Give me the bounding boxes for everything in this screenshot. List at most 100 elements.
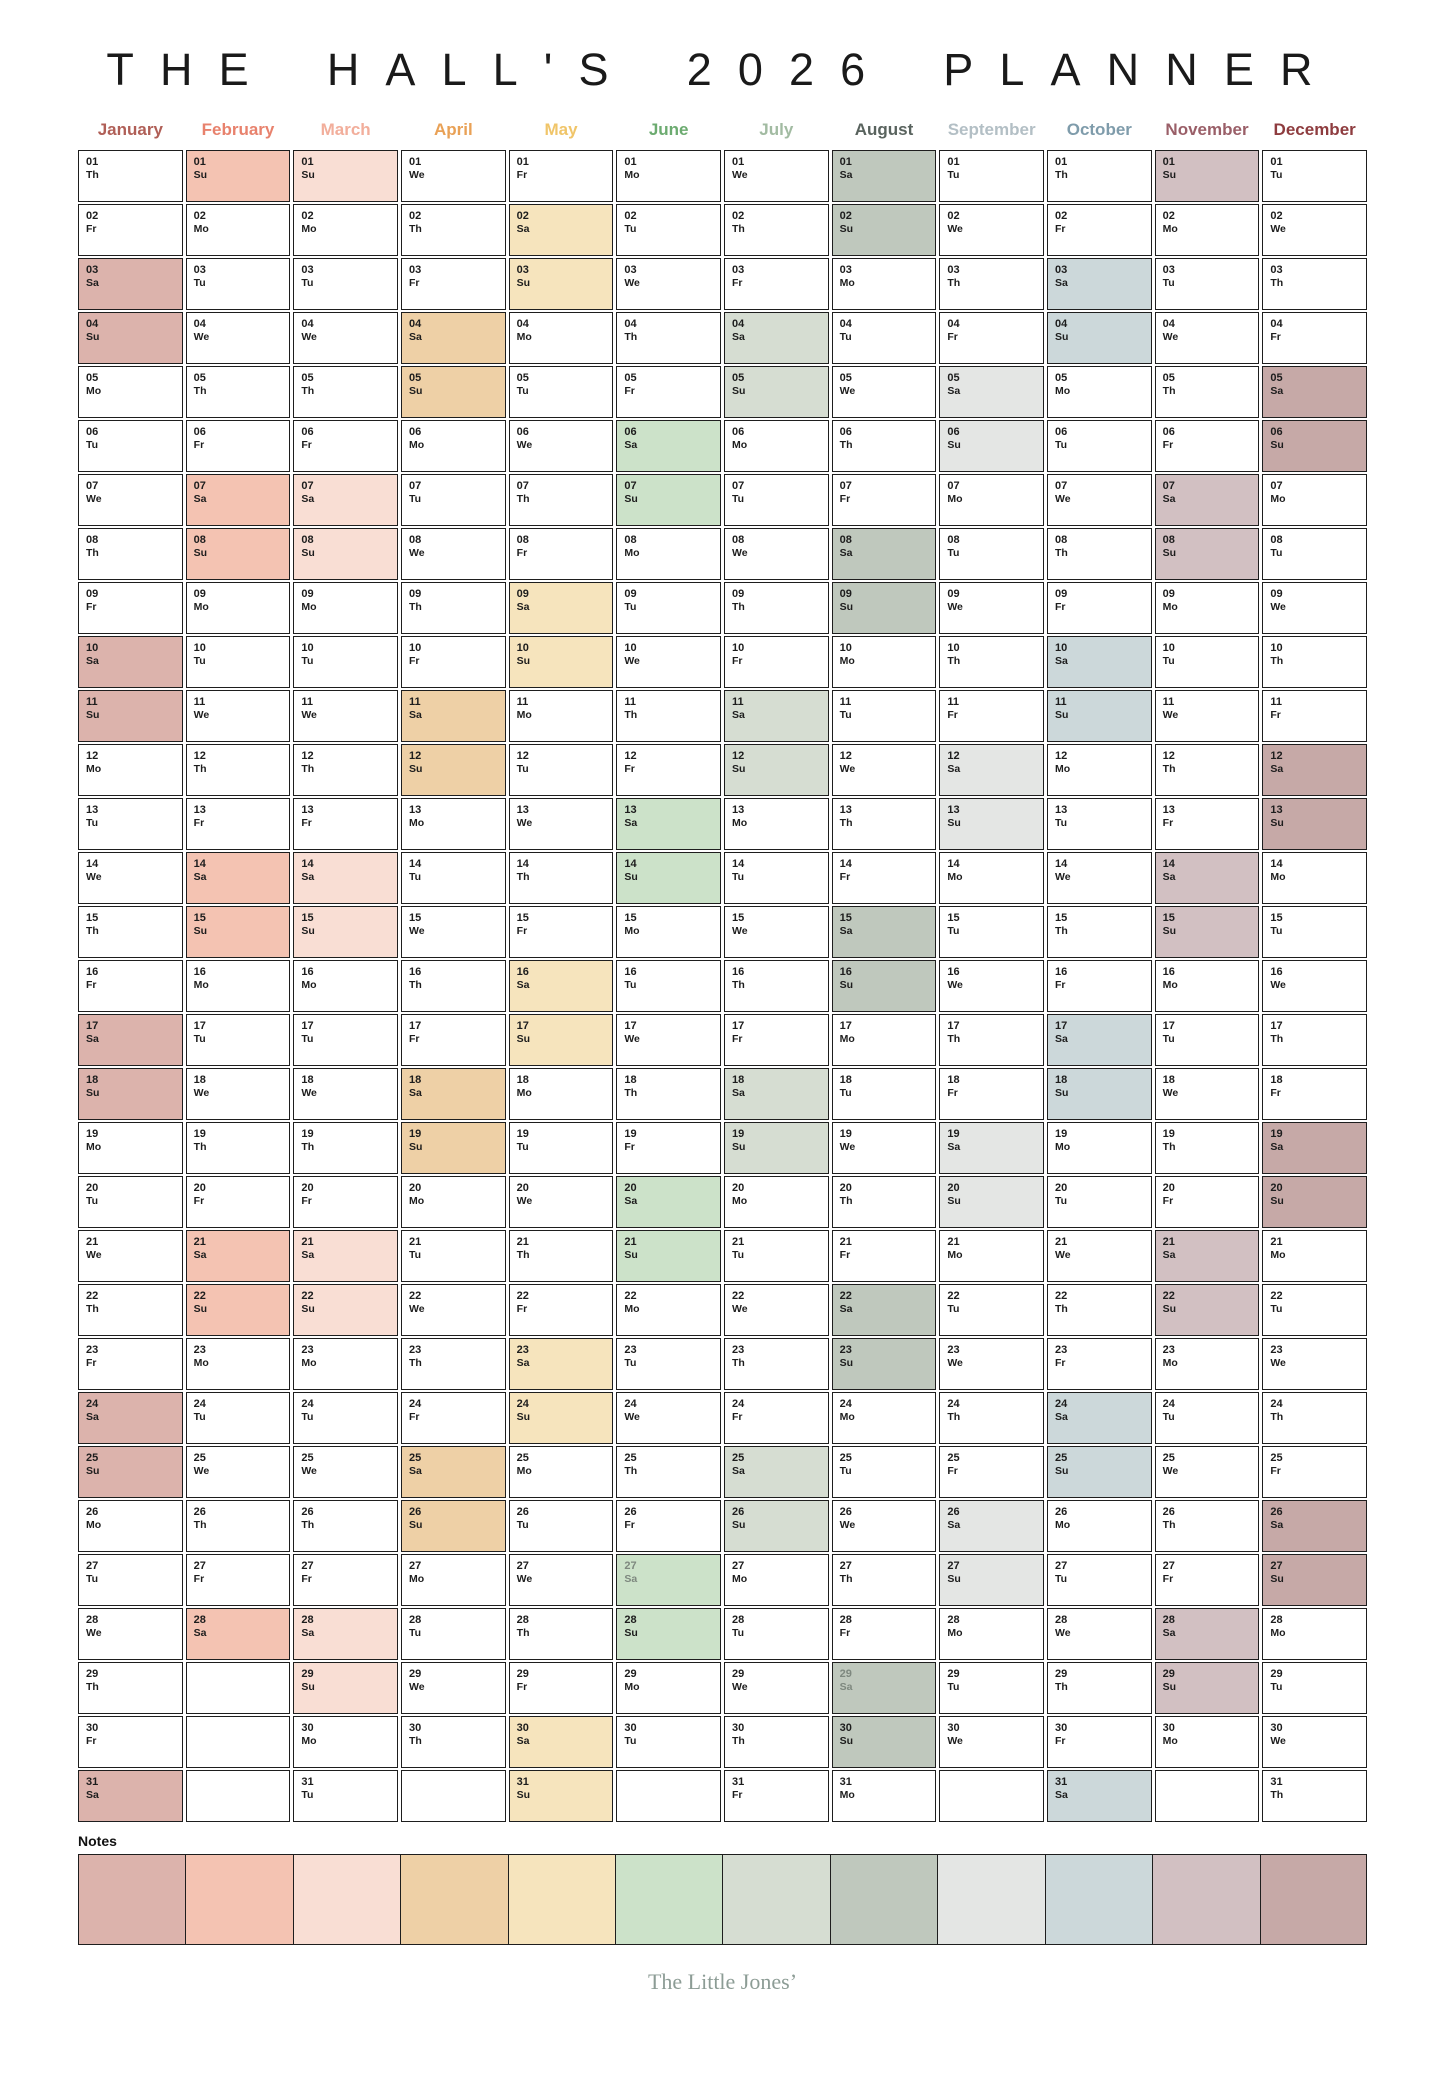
day-cell-october-12: 12 Mo <box>1046 744 1152 796</box>
day-cell-december-29: 29 Tu <box>1262 1662 1367 1714</box>
day-cell-september-24: 24 Th <box>939 1392 1044 1444</box>
day-weekday: Fr <box>731 655 743 667</box>
day-number: 29 <box>839 1668 852 1680</box>
day-cell-april-04: 04 Sa <box>400 312 506 364</box>
day-number: 11 <box>516 696 529 708</box>
day-number: 09 <box>86 588 99 600</box>
day-cell-october-21: 21 We <box>1046 1230 1152 1282</box>
day-weekday: Su <box>408 1519 423 1531</box>
day-cell-october-24: 24 Sa <box>1046 1392 1152 1444</box>
day-weekday: We <box>1054 871 1071 883</box>
day-weekday: Mo <box>839 655 855 667</box>
day-cell-february-07: 07 Sa <box>185 474 291 526</box>
day-number: 02 <box>301 210 314 222</box>
day-weekday: Fr <box>1054 223 1066 235</box>
day-cell-august-16: 16 Su <box>831 960 937 1012</box>
day-weekday: Sa <box>1162 1627 1176 1639</box>
day-weekday: Fr <box>1054 1357 1066 1369</box>
day-number: 12 <box>301 750 314 762</box>
day-weekday: Su <box>1162 1303 1177 1315</box>
day-cell-april-16: 16 Th <box>400 960 506 1012</box>
day-number: 23 <box>86 1344 99 1356</box>
day-cell-may-13: 13 We <box>508 798 614 850</box>
day-weekday: Mo <box>624 169 640 181</box>
day-weekday: Th <box>1054 1681 1068 1693</box>
day-number: 20 <box>624 1182 637 1194</box>
day-weekday: Fr <box>1270 709 1281 721</box>
day-weekday: Su <box>301 169 315 181</box>
day-cell-december-13: 13 Su <box>1262 798 1367 850</box>
day-weekday: Sa <box>624 1195 638 1207</box>
day-number: 09 <box>408 588 422 600</box>
day-cell-september-13: 13 Su <box>939 798 1044 850</box>
day-number: 24 <box>1162 1398 1175 1410</box>
day-cell-september-14: 14 Mo <box>939 852 1044 904</box>
day-weekday: Su <box>731 1519 746 1531</box>
day-number: 13 <box>408 804 422 816</box>
day-weekday: We <box>193 1087 210 1099</box>
day-number: 04 <box>301 318 314 330</box>
day-number: 30 <box>1270 1722 1283 1734</box>
day-number: 14 <box>839 858 852 870</box>
day-number: 31 <box>1270 1776 1283 1788</box>
day-cell-february-empty <box>185 1770 291 1822</box>
day-number: 15 <box>947 912 960 924</box>
notes-box-august <box>829 1854 939 1945</box>
day-number: 28 <box>1162 1614 1175 1626</box>
day-number: 13 <box>516 804 529 816</box>
day-number: 15 <box>624 912 637 924</box>
day-number: 05 <box>1054 372 1068 384</box>
day-cell-january-24: 24 Sa <box>78 1392 183 1444</box>
day-cell-march-10: 10 Tu <box>293 636 398 688</box>
day-cell-november-19: 19 Th <box>1154 1122 1260 1174</box>
day-cell-august-26: 26 We <box>831 1500 937 1552</box>
day-cell-december-12: 12 Sa <box>1262 744 1367 796</box>
day-weekday: Mo <box>839 277 855 289</box>
day-number: 14 <box>947 858 960 870</box>
day-cell-february-02: 02 Mo <box>185 204 291 256</box>
day-cell-june-01: 01 Mo <box>616 150 721 202</box>
day-weekday: Th <box>408 1357 422 1369</box>
day-number: 08 <box>86 534 99 546</box>
day-cell-october-02: 02 Fr <box>1046 204 1152 256</box>
day-number: 30 <box>1054 1722 1068 1734</box>
day-number: 22 <box>1162 1290 1175 1302</box>
day-cell-january-20: 20 Tu <box>78 1176 183 1228</box>
day-weekday: Th <box>839 1195 853 1207</box>
day-weekday: We <box>624 655 640 667</box>
day-number: 05 <box>86 372 99 384</box>
day-cell-september-05: 05 Sa <box>939 366 1044 418</box>
day-cell-may-23: 23 Sa <box>508 1338 614 1390</box>
day-number: 04 <box>193 318 206 330</box>
day-cell-may-15: 15 Fr <box>508 906 614 958</box>
day-cell-october-07: 07 We <box>1046 474 1152 526</box>
day-cell-october-23: 23 Fr <box>1046 1338 1152 1390</box>
day-weekday: Sa <box>947 1519 961 1531</box>
day-number: 19 <box>301 1128 314 1140</box>
day-weekday: Th <box>947 655 961 667</box>
day-number: 05 <box>839 372 852 384</box>
day-number: 22 <box>408 1290 422 1302</box>
day-weekday: Fr <box>1162 1195 1174 1207</box>
day-number: 30 <box>1162 1722 1175 1734</box>
day-weekday: We <box>1270 223 1286 235</box>
day-cell-september-15: 15 Tu <box>939 906 1044 958</box>
day-cell-august-30: 30 Su <box>831 1716 937 1768</box>
day-number: 03 <box>947 264 960 276</box>
day-weekday: We <box>86 1249 102 1261</box>
day-weekday: Sa <box>516 601 530 613</box>
day-number: 28 <box>408 1614 422 1626</box>
day-weekday: Sa <box>86 277 99 289</box>
day-weekday: Th <box>301 385 315 397</box>
day-number: 21 <box>408 1236 422 1248</box>
day-cell-july-17: 17 Fr <box>723 1014 829 1066</box>
day-number: 19 <box>193 1128 206 1140</box>
day-cell-september-06: 06 Su <box>939 420 1044 472</box>
day-weekday: Su <box>301 925 315 937</box>
day-number: 03 <box>408 264 422 276</box>
day-cell-july-30: 30 Th <box>723 1716 829 1768</box>
day-cell-august-12: 12 We <box>831 744 937 796</box>
day-cell-december-23: 23 We <box>1262 1338 1367 1390</box>
day-cell-september-08: 08 Tu <box>939 528 1044 580</box>
day-number: 25 <box>301 1452 314 1464</box>
